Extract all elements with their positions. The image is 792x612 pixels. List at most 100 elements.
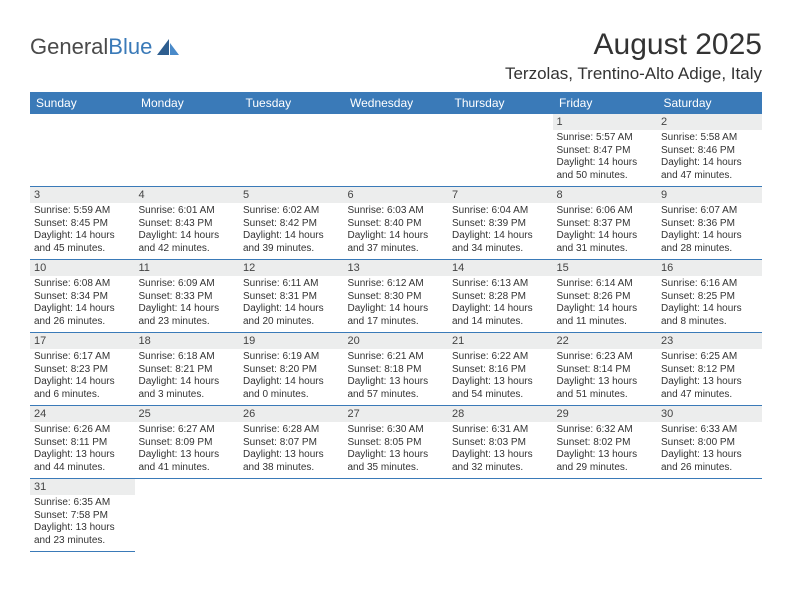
day-cell: 12Sunrise: 6:11 AMSunset: 8:31 PMDayligh…: [239, 260, 344, 333]
sunset-line: Sunset: 8:39 PM: [452, 218, 549, 231]
sunrise-line: Sunrise: 6:35 AM: [34, 497, 131, 510]
daylight-line: Daylight: 14 hours and 11 minutes.: [557, 303, 654, 328]
day-cell: 10Sunrise: 6:08 AMSunset: 8:34 PMDayligh…: [30, 260, 135, 333]
calendar-row: 17Sunrise: 6:17 AMSunset: 8:23 PMDayligh…: [30, 333, 762, 406]
day-number: 27: [344, 406, 449, 422]
day-cell: 27Sunrise: 6:30 AMSunset: 8:05 PMDayligh…: [344, 406, 449, 479]
daylight-line: Daylight: 14 hours and 3 minutes.: [139, 376, 236, 401]
day-number: 4: [135, 187, 240, 203]
sunset-line: Sunset: 8:14 PM: [557, 364, 654, 377]
calendar-body: 1Sunrise: 5:57 AMSunset: 8:47 PMDaylight…: [30, 114, 762, 552]
daylight-line: Daylight: 14 hours and 23 minutes.: [139, 303, 236, 328]
daylight-line: Daylight: 14 hours and 47 minutes.: [661, 157, 758, 182]
day-cell: 8Sunrise: 6:06 AMSunset: 8:37 PMDaylight…: [553, 187, 658, 260]
sunrise-line: Sunrise: 6:30 AM: [348, 424, 445, 437]
day-cell: 7Sunrise: 6:04 AMSunset: 8:39 PMDaylight…: [448, 187, 553, 260]
sunset-line: Sunset: 8:16 PM: [452, 364, 549, 377]
day-header: Friday: [553, 92, 658, 114]
day-details: Sunrise: 6:06 AMSunset: 8:37 PMDaylight:…: [553, 203, 658, 259]
daylight-line: Daylight: 14 hours and 50 minutes.: [557, 157, 654, 182]
sunset-line: Sunset: 8:23 PM: [34, 364, 131, 377]
calendar-table: SundayMondayTuesdayWednesdayThursdayFrid…: [30, 92, 762, 552]
day-number: 22: [553, 333, 658, 349]
day-header: Sunday: [30, 92, 135, 114]
sunrise-line: Sunrise: 6:07 AM: [661, 205, 758, 218]
day-details: Sunrise: 6:09 AMSunset: 8:33 PMDaylight:…: [135, 276, 240, 332]
daylight-line: Daylight: 13 hours and 32 minutes.: [452, 449, 549, 474]
day-cell: 16Sunrise: 6:16 AMSunset: 8:25 PMDayligh…: [657, 260, 762, 333]
day-cell: 17Sunrise: 6:17 AMSunset: 8:23 PMDayligh…: [30, 333, 135, 406]
day-number: 11: [135, 260, 240, 276]
day-details: Sunrise: 6:01 AMSunset: 8:43 PMDaylight:…: [135, 203, 240, 259]
sunrise-line: Sunrise: 6:06 AM: [557, 205, 654, 218]
empty-cell: [553, 479, 658, 552]
sunset-line: Sunset: 8:05 PM: [348, 437, 445, 450]
sunset-line: Sunset: 8:20 PM: [243, 364, 340, 377]
sunrise-line: Sunrise: 6:02 AM: [243, 205, 340, 218]
sunrise-line: Sunrise: 6:22 AM: [452, 351, 549, 364]
day-number: 21: [448, 333, 553, 349]
day-details: Sunrise: 6:12 AMSunset: 8:30 PMDaylight:…: [344, 276, 449, 332]
day-cell: 5 Sunrise: 6:02 AMSunset: 8:42 PMDaylight…: [239, 187, 344, 260]
sunset-line: Sunset: 8:07 PM: [243, 437, 340, 450]
daylight-line: Daylight: 13 hours and 51 minutes.: [557, 376, 654, 401]
day-number: 31: [30, 479, 135, 495]
sunset-line: Sunset: 8:25 PM: [661, 291, 758, 304]
day-number: 13: [344, 260, 449, 276]
day-cell: 14 Sunrise: 6:13 AMSunset: 8:28 PMDayligh…: [448, 260, 553, 333]
day-header: Monday: [135, 92, 240, 114]
day-number: 14: [448, 260, 553, 276]
day-cell: 1Sunrise: 5:57 AMSunset: 8:47 PMDaylight…: [553, 114, 658, 187]
day-number: 25: [135, 406, 240, 422]
sunset-line: Sunset: 8:02 PM: [557, 437, 654, 450]
daylight-line: Daylight: 14 hours and 6 minutes.: [34, 376, 131, 401]
day-number: 7: [448, 187, 553, 203]
day-number: 3: [30, 187, 135, 203]
daylight-line: Daylight: 14 hours and 45 minutes.: [34, 230, 131, 255]
sunrise-line: Sunrise: 6:33 AM: [661, 424, 758, 437]
day-details: Sunrise: 6:14 AMSunset: 8:26 PMDaylight:…: [553, 276, 658, 332]
location: Terzolas, Trentino-Alto Adige, Italy: [505, 64, 762, 84]
day-number: 8: [553, 187, 658, 203]
daylight-line: Daylight: 13 hours and 57 minutes.: [348, 376, 445, 401]
day-details: Sunrise: 6:04 AMSunset: 8:39 PMDaylight:…: [448, 203, 553, 259]
daylight-line: Daylight: 14 hours and 39 minutes.: [243, 230, 340, 255]
empty-cell: [448, 114, 553, 187]
daylight-line: Daylight: 14 hours and 14 minutes.: [452, 303, 549, 328]
day-cell: 21Sunrise: 6:22 AMSunset: 8:16 PMDayligh…: [448, 333, 553, 406]
day-cell: 30Sunrise: 6:33 AMSunset: 8:00 PMDayligh…: [657, 406, 762, 479]
day-details: Sunrise: 6:26 AMSunset: 8:11 PMDaylight:…: [30, 422, 135, 478]
sunset-line: Sunset: 8:28 PM: [452, 291, 549, 304]
day-details: Sunrise: 6:19 AMSunset: 8:20 PMDaylight:…: [239, 349, 344, 405]
day-number: 28: [448, 406, 553, 422]
day-number: 17: [30, 333, 135, 349]
day-number: 24: [30, 406, 135, 422]
sunset-line: Sunset: 8:33 PM: [139, 291, 236, 304]
day-number: 12: [239, 260, 344, 276]
daylight-line: Daylight: 13 hours and 38 minutes.: [243, 449, 340, 474]
sunrise-line: Sunrise: 5:58 AM: [661, 132, 758, 145]
sunrise-line: Sunrise: 6:14 AM: [557, 278, 654, 291]
day-number: 10: [30, 260, 135, 276]
daylight-line: Daylight: 14 hours and 20 minutes.: [243, 303, 340, 328]
sunrise-line: Sunrise: 5:59 AM: [34, 205, 131, 218]
daylight-line: Daylight: 13 hours and 47 minutes.: [661, 376, 758, 401]
day-details: Sunrise: 6:07 AMSunset: 8:36 PMDaylight:…: [657, 203, 762, 259]
day-cell: 26Sunrise: 6:28 AMSunset: 8:07 PMDayligh…: [239, 406, 344, 479]
day-details: Sunrise: 6:22 AMSunset: 8:16 PMDaylight:…: [448, 349, 553, 405]
sunrise-line: Sunrise: 6:13 AM: [452, 278, 549, 291]
day-header: Wednesday: [344, 92, 449, 114]
daylight-line: Daylight: 14 hours and 0 minutes.: [243, 376, 340, 401]
day-details: Sunrise: 6:28 AMSunset: 8:07 PMDaylight:…: [239, 422, 344, 478]
day-cell: 23Sunrise: 6:25 AMSunset: 8:12 PMDayligh…: [657, 333, 762, 406]
day-cell: 6Sunrise: 6:03 AMSunset: 8:40 PMDaylight…: [344, 187, 449, 260]
daylight-line: Daylight: 13 hours and 44 minutes.: [34, 449, 131, 474]
day-cell: 20Sunrise: 6:21 AMSunset: 8:18 PMDayligh…: [344, 333, 449, 406]
empty-cell: [30, 114, 135, 187]
sunrise-line: Sunrise: 6:31 AM: [452, 424, 549, 437]
sunrise-line: Sunrise: 6:08 AM: [34, 278, 131, 291]
day-number: 5: [239, 187, 344, 203]
sunrise-line: Sunrise: 6:03 AM: [348, 205, 445, 218]
sunset-line: Sunset: 8:42 PM: [243, 218, 340, 231]
daylight-line: Daylight: 14 hours and 37 minutes.: [348, 230, 445, 255]
